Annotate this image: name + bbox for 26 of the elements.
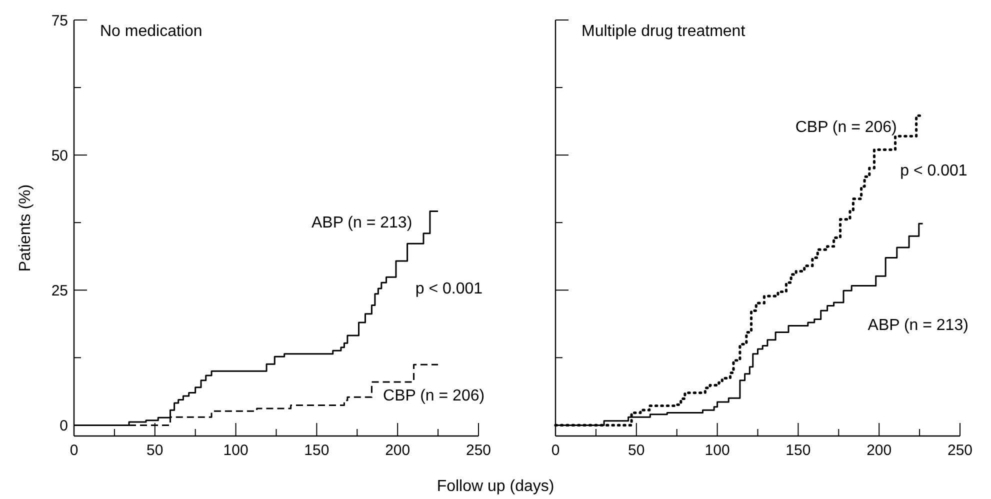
x-tick-label: 100 — [223, 442, 248, 459]
x-tick-label: 150 — [786, 442, 811, 459]
y-tick-label: 0 — [60, 417, 68, 434]
y-tick-label: 75 — [51, 12, 68, 30]
annotation: p < 0.001 — [900, 162, 968, 180]
x-tick-label: 0 — [70, 442, 78, 459]
series-label: CBP (n = 206) — [795, 119, 897, 136]
series-label: CBP (n = 206) — [383, 388, 485, 405]
y-tick-label: 25 — [51, 282, 68, 300]
series-label: ABP (n = 213) — [868, 317, 968, 334]
x-tick-label: 250 — [947, 442, 973, 459]
x-tick-label: 150 — [304, 442, 330, 459]
x-tick-label: 200 — [866, 442, 892, 459]
x-tick-label: 50 — [146, 442, 164, 459]
x-tick-label: 100 — [704, 442, 730, 459]
y-tick-label: 50 — [51, 147, 68, 164]
chart-title: No medication — [100, 23, 202, 40]
x-tick-label: 200 — [385, 442, 410, 459]
series-label: ABP (n = 213) — [312, 214, 412, 232]
x-axis-title: Follow up (days) — [436, 478, 554, 495]
chart-title: Multiple drug treatment — [582, 23, 746, 40]
annotation: p < 0.001 — [415, 280, 483, 298]
y-axis-title: Patients (%) — [17, 184, 34, 272]
x-tick-label: 0 — [551, 442, 560, 459]
x-tick-label: 50 — [628, 442, 645, 459]
x-tick-label: 250 — [466, 442, 492, 459]
